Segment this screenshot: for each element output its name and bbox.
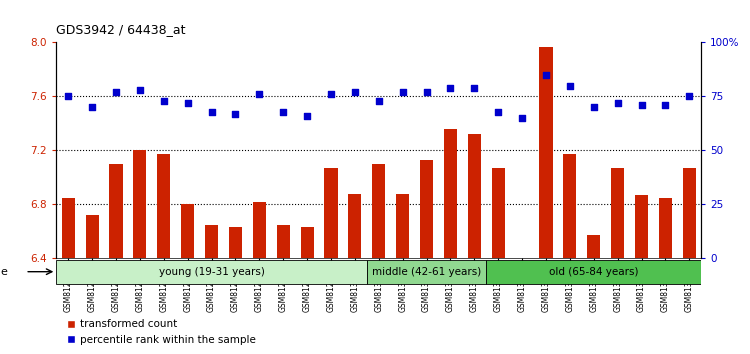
- Bar: [372, 164, 386, 258]
- Bar: [658, 198, 672, 258]
- Point: [683, 94, 695, 99]
- Text: age: age: [0, 267, 8, 277]
- Bar: [587, 235, 600, 258]
- Legend: transformed count, percentile rank within the sample: transformed count, percentile rank withi…: [62, 315, 260, 349]
- Bar: [86, 215, 99, 258]
- Bar: [396, 194, 410, 258]
- Point: [468, 85, 480, 91]
- Point: [445, 85, 457, 91]
- Point: [86, 104, 98, 110]
- Point: [325, 91, 337, 97]
- Point: [278, 109, 290, 114]
- Point: [421, 89, 433, 95]
- Point: [349, 89, 361, 95]
- Bar: [420, 160, 433, 258]
- Point: [373, 98, 385, 104]
- Bar: [367, 260, 486, 284]
- Bar: [486, 260, 701, 284]
- Point: [134, 87, 146, 93]
- Bar: [348, 194, 361, 258]
- Point: [230, 111, 242, 116]
- Text: young (19-31 years): young (19-31 years): [158, 267, 265, 277]
- Bar: [492, 168, 505, 258]
- Bar: [253, 202, 266, 258]
- Bar: [444, 129, 457, 258]
- Point: [635, 102, 647, 108]
- Bar: [229, 227, 242, 258]
- Text: GDS3942 / 64438_at: GDS3942 / 64438_at: [56, 23, 186, 36]
- Point: [612, 100, 624, 106]
- Point: [158, 98, 170, 104]
- Bar: [134, 150, 146, 258]
- Point: [206, 109, 218, 114]
- Bar: [468, 134, 481, 258]
- Text: old (65-84 years): old (65-84 years): [549, 267, 638, 277]
- Bar: [635, 195, 648, 258]
- Point: [110, 89, 122, 95]
- Point: [540, 72, 552, 78]
- Bar: [325, 168, 338, 258]
- Bar: [205, 225, 218, 258]
- Bar: [62, 198, 75, 258]
- Point: [182, 100, 194, 106]
- Bar: [158, 154, 170, 258]
- Bar: [539, 46, 553, 258]
- Point: [254, 91, 266, 97]
- Point: [492, 109, 504, 114]
- Bar: [181, 205, 194, 258]
- Point: [564, 83, 576, 88]
- Point: [62, 94, 74, 99]
- Bar: [611, 168, 624, 258]
- Point: [659, 102, 671, 108]
- Text: middle (42-61 years): middle (42-61 years): [372, 267, 482, 277]
- Bar: [110, 164, 122, 258]
- Point: [397, 89, 409, 95]
- Bar: [277, 225, 290, 258]
- Point: [516, 115, 528, 121]
- Bar: [563, 154, 577, 258]
- Point: [301, 113, 313, 119]
- Point: [588, 104, 600, 110]
- Bar: [682, 168, 696, 258]
- Bar: [56, 260, 367, 284]
- Bar: [301, 227, 313, 258]
